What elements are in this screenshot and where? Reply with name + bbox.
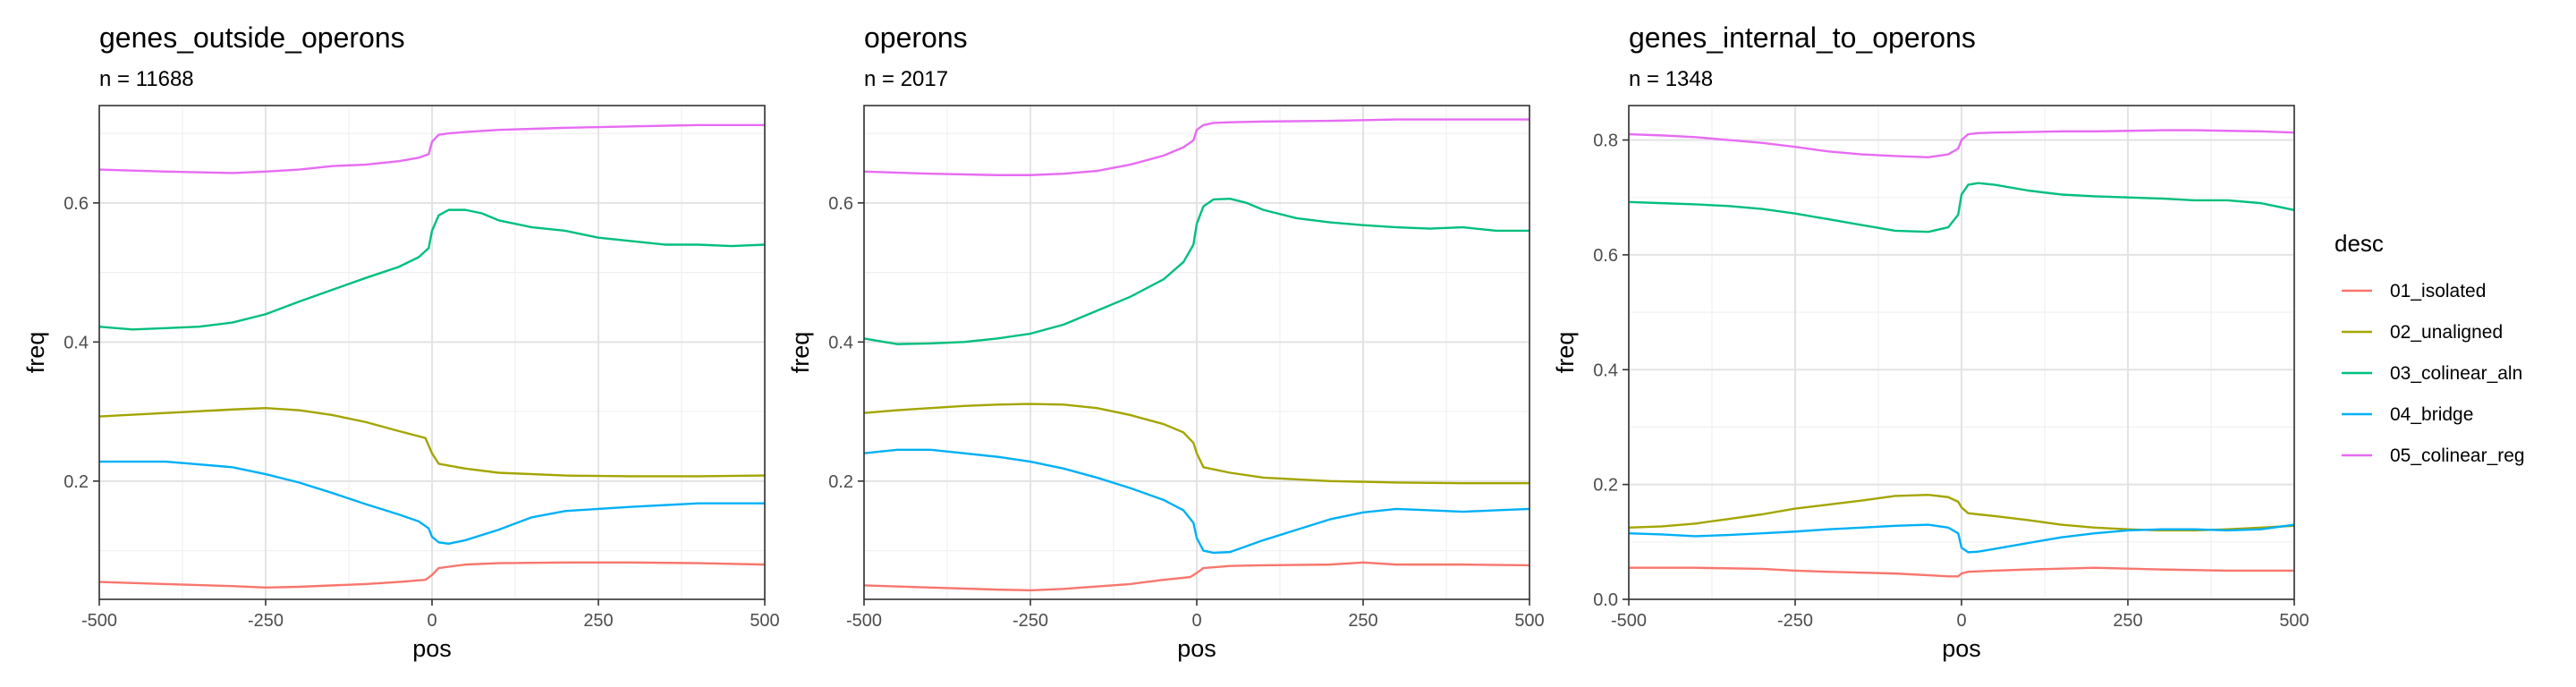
x-axis-title: pos	[412, 635, 452, 662]
x-axis-title: pos	[1942, 635, 1981, 662]
series-line-03_colinear_aln	[98, 208, 766, 331]
y-tick-label: 0.4	[1593, 360, 1618, 380]
series-line-01_isolated	[863, 561, 1530, 592]
panel-subtitle: n = 1348	[1629, 67, 1713, 91]
x-tick-label: 500	[2279, 611, 2309, 631]
y-tick-label: 0.0	[1593, 590, 1618, 610]
series-lines	[98, 123, 766, 589]
panel-subtitle: n = 11688	[99, 67, 194, 91]
y-axis: 0.0 0.2 0.4 0.6 0.8	[1593, 131, 1629, 610]
x-axis: -500 -250 0 250 500	[81, 599, 780, 631]
legend-label-02_unaligned: 02_unaligned	[2390, 322, 2503, 343]
series-line-02_unaligned	[98, 407, 766, 478]
x-tick-label: 250	[2113, 611, 2142, 631]
y-tick-label: 0.6	[64, 194, 89, 214]
legend-label-01_isolated: 01_isolated	[2390, 281, 2486, 301]
y-axis: 0.2 0.4 0.6	[64, 194, 99, 492]
x-tick-label: 0	[427, 611, 436, 631]
series-line-05_colinear_reg	[98, 123, 765, 174]
x-tick-label: -500	[1611, 611, 1647, 631]
y-axis-title: freq	[22, 332, 49, 374]
series-line-04_bridge	[863, 448, 1530, 555]
series-line-05_colinear_reg	[1628, 129, 2295, 158]
x-axis: -500 -250 0 250 500	[1611, 599, 2309, 631]
x-tick-label: 0	[1956, 611, 1966, 631]
legend-label-04_bridge: 04_bridge	[2390, 404, 2473, 425]
panel-title: genes_outside_operons	[99, 21, 405, 54]
y-tick-label: 0.6	[828, 194, 853, 214]
y-tick-label: 0.2	[1593, 476, 1618, 496]
series-line-04_bridge	[1628, 523, 2295, 554]
legend: desc 01_isolated 02_unaligned 03_colinear_…	[2334, 230, 2525, 466]
x-axis: -500 -250 0 250 500	[846, 599, 1545, 631]
series-lines	[1628, 129, 2295, 578]
series-line-02_unaligned	[1628, 493, 2295, 532]
series-line-03_colinear_aln	[863, 197, 1530, 345]
x-tick-label: -500	[846, 611, 882, 631]
series-line-05_colinear_reg	[863, 118, 1530, 176]
y-tick-label: 0.4	[828, 333, 853, 352]
x-tick-label: -250	[1013, 611, 1048, 631]
panel-subtitle: n = 2017	[864, 67, 948, 91]
x-tick-label: 0	[1191, 611, 1201, 631]
x-tick-label: 500	[750, 611, 779, 631]
panel-1: -500 -250 0 250 500 0.2 0.4 0.6 pos freq genes_out…	[22, 21, 780, 662]
y-tick-label: 0.8	[1593, 131, 1618, 151]
x-axis-title: pos	[1177, 635, 1216, 662]
panel-3: -500 -250 0 250 500 0.0 0.2 0.4 0.6 0.8 pos freq gen…	[1552, 21, 2309, 662]
x-tick-label: -250	[1777, 611, 1813, 631]
y-tick-label: 0.6	[1593, 246, 1618, 266]
series-line-01_isolated	[98, 561, 766, 589]
legend-label-05_colinear_reg: 05_colinear_reg	[2390, 445, 2525, 466]
y-tick-label: 0.4	[64, 333, 89, 352]
legend-label-03_colinear_aln: 03_colinear_aln	[2390, 363, 2522, 384]
panel-title: operons	[864, 21, 968, 54]
y-axis-title: freq	[1552, 332, 1579, 374]
legend-items: 01_isolated 02_unaligned 03_colinear_aln 04…	[2342, 281, 2525, 466]
panels: -500 -250 0 250 500 0.2 0.4 0.6 pos freq genes_out…	[22, 21, 2309, 662]
series-line-01_isolated	[1629, 566, 2294, 578]
series-line-03_colinear_aln	[1628, 182, 2295, 233]
panel-2: -500 -250 0 250 500 0.2 0.4 0.6 pos freq operons n …	[787, 21, 1545, 662]
y-axis: 0.2 0.4 0.6	[828, 194, 864, 492]
x-tick-label: 250	[1348, 611, 1377, 631]
y-tick-label: 0.2	[64, 472, 89, 492]
x-tick-label: 250	[583, 611, 613, 631]
y-axis-title: freq	[787, 332, 814, 374]
x-tick-label: 500	[1514, 611, 1544, 631]
y-tick-label: 0.2	[828, 472, 853, 492]
series-line-02_unaligned	[863, 403, 1530, 485]
x-tick-label: -250	[248, 611, 284, 631]
panel-title: genes_internal_to_operons	[1629, 21, 1976, 54]
legend-title: desc	[2334, 230, 2384, 257]
series-line-04_bridge	[99, 460, 765, 545]
series-lines	[863, 118, 1530, 592]
x-tick-label: -500	[81, 611, 117, 631]
